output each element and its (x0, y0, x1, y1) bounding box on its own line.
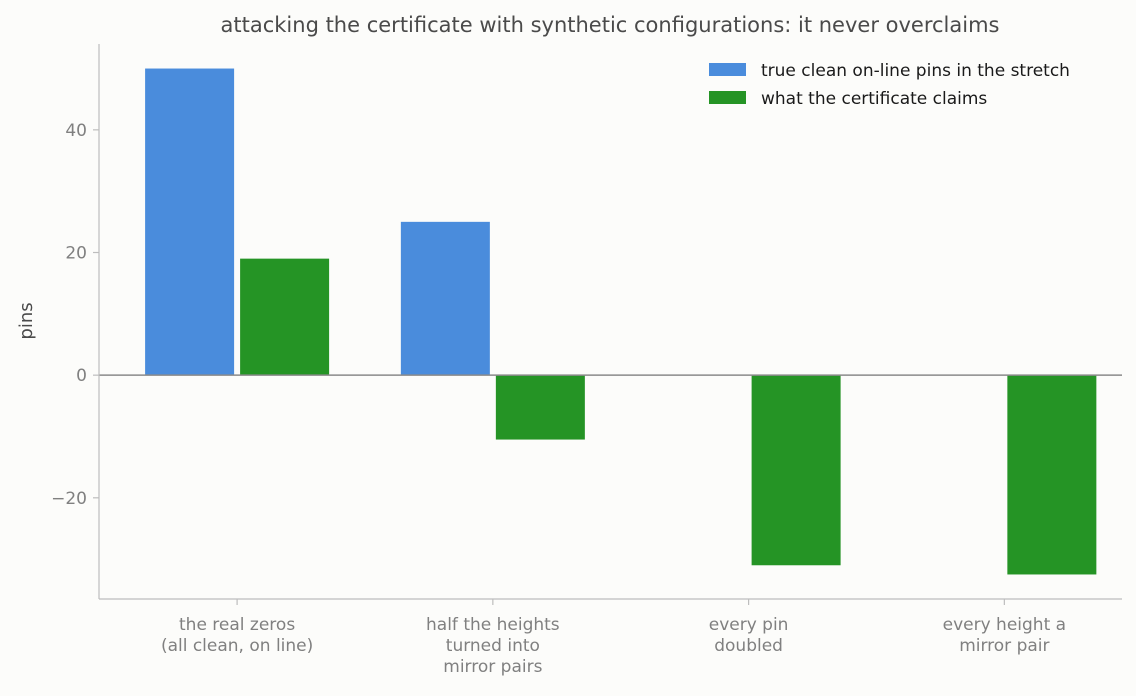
x-category-label-line: turned into (446, 636, 540, 656)
y-tick-label: 20 (65, 244, 87, 264)
x-category-label: every pin doubled (709, 615, 789, 656)
x-category-label-line: every pin (709, 615, 789, 635)
y-tick-label: 40 (65, 121, 87, 141)
x-category-label-line: half the heights (426, 615, 560, 635)
y-ticks: −20 0 20 40 (51, 121, 99, 509)
x-category-label: the real zeros (all clean, on line) (161, 615, 313, 656)
x-category-label-line: (all clean, on line) (161, 636, 313, 656)
legend-swatch-0 (709, 63, 746, 76)
x-category-label-line: the real zeros (179, 615, 295, 635)
y-axis-label: pins (16, 302, 37, 339)
legend: true clean on-line pins in the stretch wh… (709, 61, 1070, 109)
bar-series-0-cat-0 (145, 68, 235, 376)
bar-series-1-cat-2 (751, 375, 841, 566)
bar-series-1-cat-0 (240, 258, 330, 376)
bars (145, 68, 1097, 575)
bar-series-1-cat-1 (495, 375, 585, 440)
legend-label-1: what the certificate claims (761, 89, 987, 109)
x-category-label-line: every height a (943, 615, 1066, 635)
x-category-label: half the heights turned into mirror pairs (426, 615, 560, 677)
x-category-label: every height a mirror pair (943, 615, 1066, 656)
x-category-label-line: mirror pair (959, 636, 1049, 656)
bar-series-0-cat-1 (400, 221, 490, 376)
x-category-label-line: doubled (714, 636, 783, 656)
x-category-label-line: mirror pairs (443, 657, 542, 677)
legend-label-0: true clean on-line pins in the stretch (761, 61, 1070, 81)
x-categories: the real zeros (all clean, on line) half t… (161, 599, 1066, 677)
bar-series-1-cat-3 (1007, 375, 1097, 575)
y-tick-label: 0 (76, 366, 87, 386)
y-tick-label: −20 (51, 489, 87, 509)
chart-title: attacking the certificate with synthetic… (221, 13, 1000, 37)
legend-swatch-1 (709, 91, 746, 104)
